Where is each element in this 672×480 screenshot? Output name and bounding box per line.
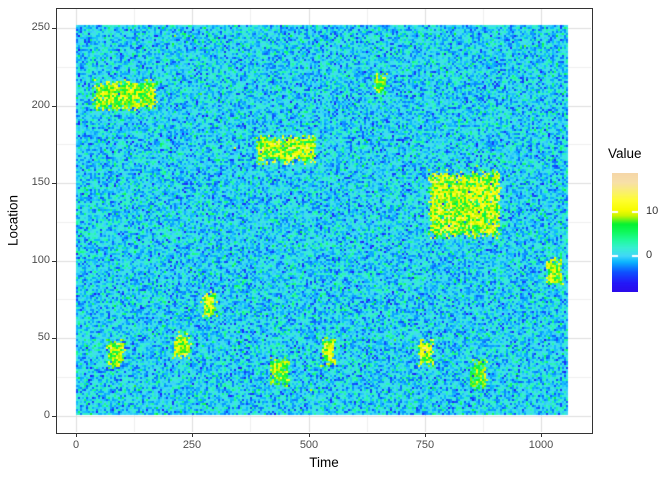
x-tick-label: 1000 bbox=[528, 439, 554, 451]
legend-tick-label: 10 bbox=[646, 205, 659, 217]
y-tick-label: 250 bbox=[31, 21, 50, 33]
y-tick-label: 150 bbox=[31, 176, 50, 188]
y-tick-mark bbox=[52, 28, 56, 29]
y-axis-title: Location bbox=[5, 194, 21, 247]
x-tick-mark bbox=[541, 434, 542, 437]
legend-colorbar bbox=[612, 173, 638, 292]
y-tick-mark bbox=[52, 261, 56, 262]
legend-title: Value bbox=[608, 146, 642, 161]
x-tick-label: 500 bbox=[299, 439, 319, 451]
y-tick-label: 100 bbox=[31, 254, 50, 266]
heatmap-canvas bbox=[57, 9, 591, 432]
y-tick-mark bbox=[52, 106, 56, 107]
y-tick-mark bbox=[52, 416, 56, 417]
x-tick-mark bbox=[309, 434, 310, 437]
x-tick-label: 0 bbox=[72, 439, 80, 451]
y-tick-mark bbox=[52, 338, 56, 339]
y-tick-mark bbox=[52, 183, 56, 184]
x-tick-label: 750 bbox=[415, 439, 435, 451]
x-tick-label: 250 bbox=[182, 439, 202, 451]
legend-tick-label: 0 bbox=[646, 249, 653, 261]
x-tick-mark bbox=[425, 434, 426, 437]
y-tick-label: 200 bbox=[31, 99, 50, 111]
x-tick-mark bbox=[192, 434, 193, 437]
x-axis-title: Time bbox=[309, 455, 339, 470]
y-tick-label: 50 bbox=[37, 331, 50, 343]
x-tick-mark bbox=[76, 434, 77, 437]
y-tick-label: 0 bbox=[43, 409, 50, 421]
